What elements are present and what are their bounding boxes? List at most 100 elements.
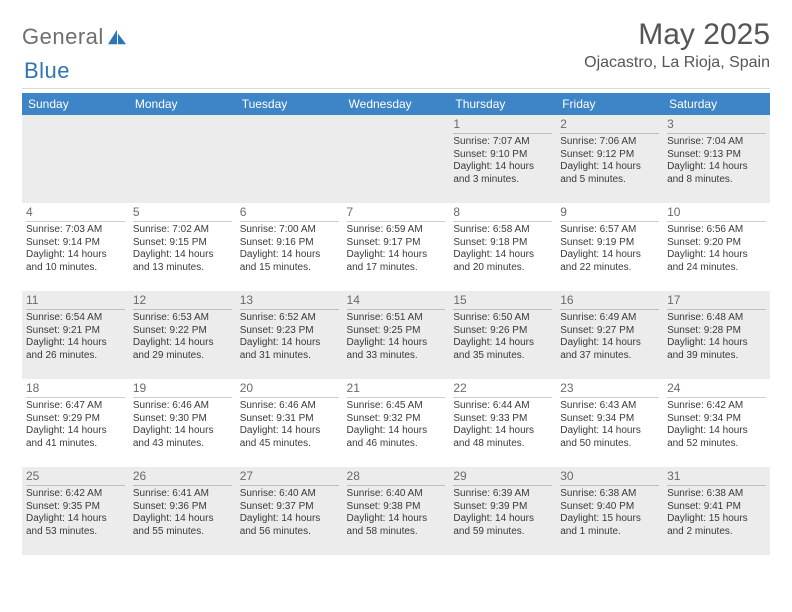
calendar-row: 25 Sunrise: 6:42 AMSunset: 9:35 PMDayligh… <box>22 467 770 555</box>
calendar-table: Sunday Monday Tuesday Wednesday Thursday… <box>22 93 770 555</box>
calendar-cell: 22 Sunrise: 6:44 AMSunset: 9:33 PMDayligh… <box>449 379 556 467</box>
calendar-cell: 17 Sunrise: 6:48 AMSunset: 9:28 PMDayligh… <box>663 291 770 379</box>
day-info: Sunrise: 6:41 AMSunset: 9:36 PMDaylight:… <box>133 488 232 538</box>
day-info: Sunrise: 7:04 AMSunset: 9:13 PMDaylight:… <box>667 136 766 186</box>
calendar-cell: 20 Sunrise: 6:46 AMSunset: 9:31 PMDayligh… <box>236 379 343 467</box>
calendar-cell: 6Sunrise: 7:00 AMSunset: 9:16 PMDaylight… <box>236 203 343 291</box>
day-info: Sunrise: 6:52 AMSunset: 9:23 PMDaylight:… <box>240 312 339 362</box>
day-info: Sunrise: 6:40 AMSunset: 9:37 PMDaylight:… <box>240 488 339 538</box>
calendar-cell: 29 Sunrise: 6:39 AMSunset: 9:39 PMDayligh… <box>449 467 556 555</box>
calendar-cell: 30 Sunrise: 6:38 AMSunset: 9:40 PMDayligh… <box>556 467 663 555</box>
day-number: 23 <box>560 381 659 398</box>
day-number: 24 <box>667 381 766 398</box>
calendar-cell: 15Sunrise: 6:50 AMSunset: 9:26 PMDayligh… <box>449 291 556 379</box>
day-number: 9 <box>560 205 659 222</box>
day-number: 3 <box>667 117 766 134</box>
day-info: Sunrise: 6:43 AMSunset: 9:34 PMDaylight:… <box>560 400 659 450</box>
weekday-header: Wednesday <box>343 93 450 115</box>
day-number: 14 <box>347 293 446 310</box>
weekday-header: Sunday <box>22 93 129 115</box>
day-info: Sunrise: 6:38 AMSunset: 9:41 PMDaylight:… <box>667 488 766 538</box>
day-info: Sunrise: 6:44 AMSunset: 9:33 PMDaylight:… <box>453 400 552 450</box>
header-divider <box>22 88 770 89</box>
day-number: 2 <box>560 117 659 134</box>
day-number: 10 <box>667 205 766 222</box>
calendar-cell: 11 Sunrise: 6:54 AMSunset: 9:21 PMDayligh… <box>22 291 129 379</box>
day-info: Sunrise: 7:06 AMSunset: 9:12 PMDaylight:… <box>560 136 659 186</box>
page-title: May 2025 <box>584 18 770 52</box>
weekday-header: Tuesday <box>236 93 343 115</box>
day-number: 22 <box>453 381 552 398</box>
day-number: 18 <box>26 381 125 398</box>
day-info: Sunrise: 7:03 AMSunset: 9:14 PMDaylight:… <box>26 224 125 274</box>
day-info: Sunrise: 7:02 AMSunset: 9:15 PMDaylight:… <box>133 224 232 274</box>
calendar-row: 4Sunrise: 7:03 AMSunset: 9:14 PMDaylight… <box>22 203 770 291</box>
day-info: Sunrise: 6:46 AMSunset: 9:30 PMDaylight:… <box>133 400 232 450</box>
calendar-cell <box>343 115 450 203</box>
day-number: 16 <box>560 293 659 310</box>
calendar-cell: 26Sunrise: 6:41 AMSunset: 9:36 PMDayligh… <box>129 467 236 555</box>
calendar-cell: 7 Sunrise: 6:59 AMSunset: 9:17 PMDaylight… <box>343 203 450 291</box>
calendar-cell: 13 Sunrise: 6:52 AMSunset: 9:23 PMDayligh… <box>236 291 343 379</box>
day-number: 11 <box>26 293 125 310</box>
day-info: Sunrise: 6:58 AMSunset: 9:18 PMDaylight:… <box>453 224 552 274</box>
day-info: Sunrise: 6:56 AMSunset: 9:20 PMDaylight:… <box>667 224 766 274</box>
brand-name-right: Blue <box>24 58 70 83</box>
day-number: 1 <box>453 117 552 134</box>
calendar-cell: 28 Sunrise: 6:40 AMSunset: 9:38 PMDayligh… <box>343 467 450 555</box>
day-number: 25 <box>26 469 125 486</box>
day-number: 12 <box>133 293 232 310</box>
calendar-cell: 14 Sunrise: 6:51 AMSunset: 9:25 PMDayligh… <box>343 291 450 379</box>
calendar-cell: 19Sunrise: 6:46 AMSunset: 9:30 PMDayligh… <box>129 379 236 467</box>
day-info: Sunrise: 6:42 AMSunset: 9:35 PMDaylight:… <box>26 488 125 538</box>
weekday-header: Monday <box>129 93 236 115</box>
calendar-cell: 3 Sunrise: 7:04 AMSunset: 9:13 PMDaylight… <box>663 115 770 203</box>
brand-logo: General <box>22 18 130 50</box>
title-block: May 2025 Ojacastro, La Rioja, Spain <box>584 18 770 72</box>
calendar-row: 18 Sunrise: 6:47 AMSunset: 9:29 PMDayligh… <box>22 379 770 467</box>
day-number: 13 <box>240 293 339 310</box>
calendar-cell: 27 Sunrise: 6:40 AMSunset: 9:37 PMDayligh… <box>236 467 343 555</box>
calendar-cell: 23 Sunrise: 6:43 AMSunset: 9:34 PMDayligh… <box>556 379 663 467</box>
day-number: 31 <box>667 469 766 486</box>
day-info: Sunrise: 6:47 AMSunset: 9:29 PMDaylight:… <box>26 400 125 450</box>
location-subtitle: Ojacastro, La Rioja, Spain <box>584 54 770 72</box>
calendar-cell: 31 Sunrise: 6:38 AMSunset: 9:41 PMDayligh… <box>663 467 770 555</box>
day-info: Sunrise: 6:54 AMSunset: 9:21 PMDaylight:… <box>26 312 125 362</box>
day-number: 29 <box>453 469 552 486</box>
calendar-cell: 4Sunrise: 7:03 AMSunset: 9:14 PMDaylight… <box>22 203 129 291</box>
day-info: Sunrise: 6:39 AMSunset: 9:39 PMDaylight:… <box>453 488 552 538</box>
day-info: Sunrise: 6:40 AMSunset: 9:38 PMDaylight:… <box>347 488 446 538</box>
calendar-row: 1 Sunrise: 7:07 AMSunset: 9:10 PMDaylight… <box>22 115 770 203</box>
day-info: Sunrise: 6:59 AMSunset: 9:17 PMDaylight:… <box>347 224 446 274</box>
calendar-cell: 1 Sunrise: 7:07 AMSunset: 9:10 PMDaylight… <box>449 115 556 203</box>
day-number: 28 <box>347 469 446 486</box>
weekday-header: Saturday <box>663 93 770 115</box>
calendar-cell: 18 Sunrise: 6:47 AMSunset: 9:29 PMDayligh… <box>22 379 129 467</box>
day-number: 21 <box>347 381 446 398</box>
calendar-cell: 16Sunrise: 6:49 AMSunset: 9:27 PMDayligh… <box>556 291 663 379</box>
brand-name-left: General <box>22 24 104 50</box>
calendar-cell <box>236 115 343 203</box>
day-number: 6 <box>240 205 339 222</box>
day-info: Sunrise: 6:38 AMSunset: 9:40 PMDaylight:… <box>560 488 659 538</box>
calendar-cell: 5 Sunrise: 7:02 AMSunset: 9:15 PMDaylight… <box>129 203 236 291</box>
day-number: 17 <box>667 293 766 310</box>
day-info: Sunrise: 6:46 AMSunset: 9:31 PMDaylight:… <box>240 400 339 450</box>
day-info: Sunrise: 6:57 AMSunset: 9:19 PMDaylight:… <box>560 224 659 274</box>
day-number: 20 <box>240 381 339 398</box>
day-number: 8 <box>453 205 552 222</box>
calendar-cell: 24Sunrise: 6:42 AMSunset: 9:34 PMDayligh… <box>663 379 770 467</box>
sail-icon <box>106 28 128 46</box>
day-number: 7 <box>347 205 446 222</box>
day-number: 27 <box>240 469 339 486</box>
calendar-cell: 21Sunrise: 6:45 AMSunset: 9:32 PMDayligh… <box>343 379 450 467</box>
day-info: Sunrise: 6:51 AMSunset: 9:25 PMDaylight:… <box>347 312 446 362</box>
day-info: Sunrise: 6:48 AMSunset: 9:28 PMDaylight:… <box>667 312 766 362</box>
calendar-cell <box>22 115 129 203</box>
day-info: Sunrise: 7:07 AMSunset: 9:10 PMDaylight:… <box>453 136 552 186</box>
calendar-cell <box>129 115 236 203</box>
day-number: 5 <box>133 205 232 222</box>
day-number: 30 <box>560 469 659 486</box>
weekday-header-row: Sunday Monday Tuesday Wednesday Thursday… <box>22 93 770 115</box>
